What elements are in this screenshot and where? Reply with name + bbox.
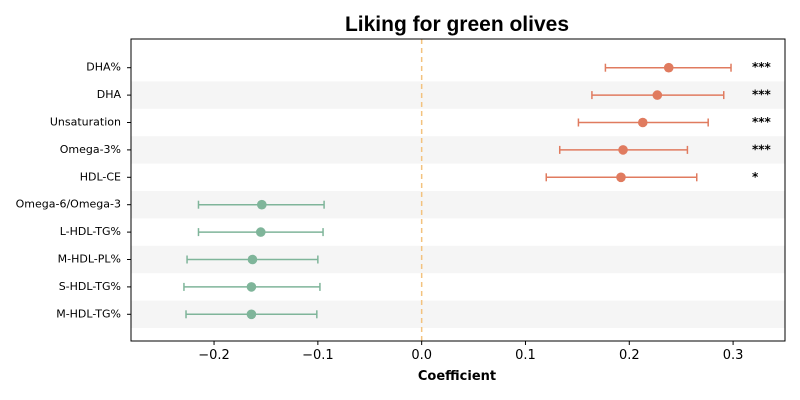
- y-tick-label: S-HDL-TG%: [59, 280, 121, 293]
- forest-row: [186, 254, 319, 265]
- y-tick-label: DHA: [97, 88, 122, 101]
- forest-row: ***: [558, 142, 772, 156]
- plot-frame: [130, 38, 786, 342]
- x-axis-label: Coefficient: [418, 369, 496, 384]
- x-tick-label: −0.1: [302, 348, 334, 363]
- y-tick-label: DHA%: [86, 61, 121, 74]
- estimate-point: [257, 199, 267, 210]
- estimate-point: [652, 90, 663, 100]
- y-tick-label: M-HDL-PL%: [58, 253, 121, 266]
- y-tick-label: L-HDL-TG%: [60, 225, 121, 238]
- x-tick-label: 0.3: [723, 348, 744, 363]
- estimate-point: [255, 227, 266, 237]
- forest-row: *: [545, 170, 759, 184]
- forest-row: [197, 199, 325, 210]
- x-axis: −0.2 −0.1 0.0 0.1 0.2 0.3: [198, 341, 743, 363]
- forest-row: [183, 282, 321, 292]
- x-tick-label: 0.2: [619, 348, 640, 363]
- significance-label: ***: [752, 115, 772, 129]
- forest-row: [185, 309, 318, 320]
- y-tick-label: Omega-6/Omega-3: [16, 198, 121, 211]
- estimate-point: [616, 172, 626, 183]
- significance-label: ***: [752, 142, 772, 156]
- forest-row: ***: [604, 60, 772, 74]
- y-tick-label: Unsaturation: [50, 116, 121, 129]
- estimate-point: [246, 282, 257, 292]
- chart-title: Liking for green olives: [345, 13, 569, 36]
- y-axis-labels: DHA% DHA Unsaturation Omega-3% HDL-CE Omega-6…: [16, 61, 131, 320]
- y-tick-label: M-HDL-TG%: [56, 307, 121, 320]
- forest-row: ***: [577, 115, 772, 129]
- x-tick-label: 0.1: [515, 348, 536, 363]
- significance-label: *: [752, 170, 759, 184]
- significance-label: ***: [752, 88, 772, 102]
- x-tick-label: −0.2: [198, 348, 230, 363]
- forest-row: ***: [591, 88, 772, 102]
- significance-label: ***: [752, 60, 772, 74]
- y-tick-label: Omega-3%: [60, 143, 121, 156]
- estimate-point: [618, 145, 628, 155]
- x-tick-label: 0.0: [411, 348, 432, 363]
- y-tick-label: HDL-CE: [80, 170, 121, 183]
- data-marks: *************: [183, 60, 772, 320]
- forest-row: [197, 227, 324, 237]
- estimate-point: [247, 254, 258, 265]
- estimate-point: [246, 309, 257, 320]
- estimate-point: [663, 62, 674, 73]
- estimate-point: [637, 117, 648, 128]
